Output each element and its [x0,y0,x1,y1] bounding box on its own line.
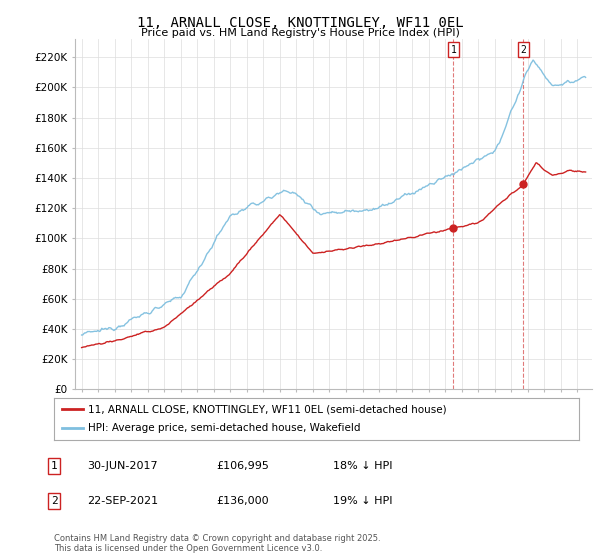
Text: 2: 2 [520,45,526,55]
Text: Contains HM Land Registry data © Crown copyright and database right 2025.
This d: Contains HM Land Registry data © Crown c… [54,534,380,553]
Text: HPI: Average price, semi-detached house, Wakefield: HPI: Average price, semi-detached house,… [88,423,361,433]
Text: 30-JUN-2017: 30-JUN-2017 [87,461,158,471]
Text: 22-SEP-2021: 22-SEP-2021 [87,496,158,506]
Text: 18% ↓ HPI: 18% ↓ HPI [333,461,392,471]
Text: £136,000: £136,000 [216,496,269,506]
Text: 11, ARNALL CLOSE, KNOTTINGLEY, WF11 0EL: 11, ARNALL CLOSE, KNOTTINGLEY, WF11 0EL [137,16,463,30]
Text: 2: 2 [50,496,58,506]
Text: 1: 1 [451,45,457,55]
Text: Price paid vs. HM Land Registry's House Price Index (HPI): Price paid vs. HM Land Registry's House … [140,28,460,38]
Text: £106,995: £106,995 [216,461,269,471]
Text: 1: 1 [50,461,58,471]
Text: 19% ↓ HPI: 19% ↓ HPI [333,496,392,506]
Text: 11, ARNALL CLOSE, KNOTTINGLEY, WF11 0EL (semi-detached house): 11, ARNALL CLOSE, KNOTTINGLEY, WF11 0EL … [88,404,447,414]
